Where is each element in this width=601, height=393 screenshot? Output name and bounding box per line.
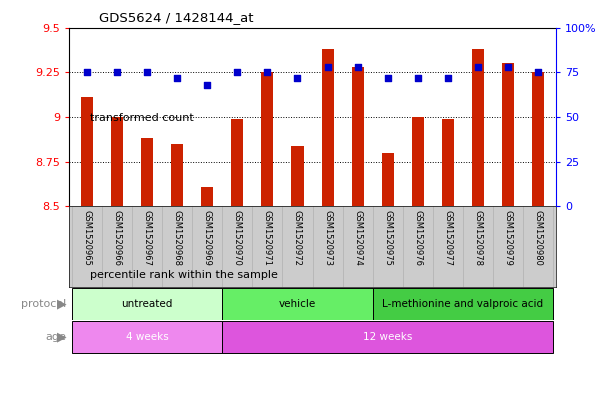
Text: GSM1520977: GSM1520977 [444,210,452,266]
Bar [171,144,183,206]
Point [533,69,543,75]
Text: L-methionine and valproic acid: L-methionine and valproic acid [382,299,543,309]
Point [82,69,92,75]
FancyBboxPatch shape [222,288,373,320]
Bar [111,117,123,206]
Bar [502,63,514,206]
FancyBboxPatch shape [222,321,553,353]
Point [112,69,122,75]
Text: GSM1520975: GSM1520975 [383,210,392,266]
Text: GSM1520965: GSM1520965 [83,210,91,266]
Bar [75,216,86,334]
Text: age: age [45,332,66,342]
Text: GDS5624 / 1428144_at: GDS5624 / 1428144_at [99,11,254,24]
Point [293,74,302,81]
Text: GSM1520966: GSM1520966 [113,210,121,266]
Text: GSM1520973: GSM1520973 [323,210,332,266]
Text: ▶: ▶ [56,331,66,343]
Text: GSM1520972: GSM1520972 [293,210,302,266]
Point [473,64,483,70]
Point [323,64,332,70]
Point [443,74,453,81]
Text: 4 weeks: 4 weeks [126,332,169,342]
Text: GSM1520971: GSM1520971 [263,210,272,266]
Bar [532,72,544,206]
Text: transformed count: transformed count [90,113,194,123]
Text: GSM1520968: GSM1520968 [173,210,182,266]
Text: untreated: untreated [121,299,173,309]
Text: GSM1520979: GSM1520979 [504,210,512,266]
Bar [472,49,484,206]
Text: vehicle: vehicle [279,299,316,309]
Point [503,64,513,70]
Bar [322,49,334,206]
Point [383,74,392,81]
Bar [291,145,304,206]
Text: GSM1520970: GSM1520970 [233,210,242,266]
Text: 12 weeks: 12 weeks [363,332,412,342]
Text: GSM1520969: GSM1520969 [203,210,212,266]
Text: GSM1520976: GSM1520976 [413,210,422,266]
Point [263,69,272,75]
Text: ▶: ▶ [56,297,66,310]
Point [142,69,152,75]
FancyBboxPatch shape [72,288,222,320]
Bar [382,152,394,206]
Bar [231,119,243,206]
Bar [261,72,273,206]
Text: GSM1520974: GSM1520974 [353,210,362,266]
Bar [442,119,454,206]
Point [172,74,182,81]
FancyBboxPatch shape [373,288,553,320]
Bar [141,138,153,206]
Text: GSM1520980: GSM1520980 [534,210,542,266]
FancyBboxPatch shape [72,321,222,353]
Bar [201,187,213,206]
Point [233,69,242,75]
Point [353,64,362,70]
Text: GSM1520978: GSM1520978 [474,210,482,266]
Text: GSM1520967: GSM1520967 [143,210,151,266]
Bar [352,67,364,206]
Text: percentile rank within the sample: percentile rank within the sample [90,270,278,280]
Point [203,82,212,88]
Bar [81,97,93,206]
Bar [412,117,424,206]
Point [413,74,423,81]
Bar [75,59,86,177]
Text: protocol: protocol [21,299,66,309]
